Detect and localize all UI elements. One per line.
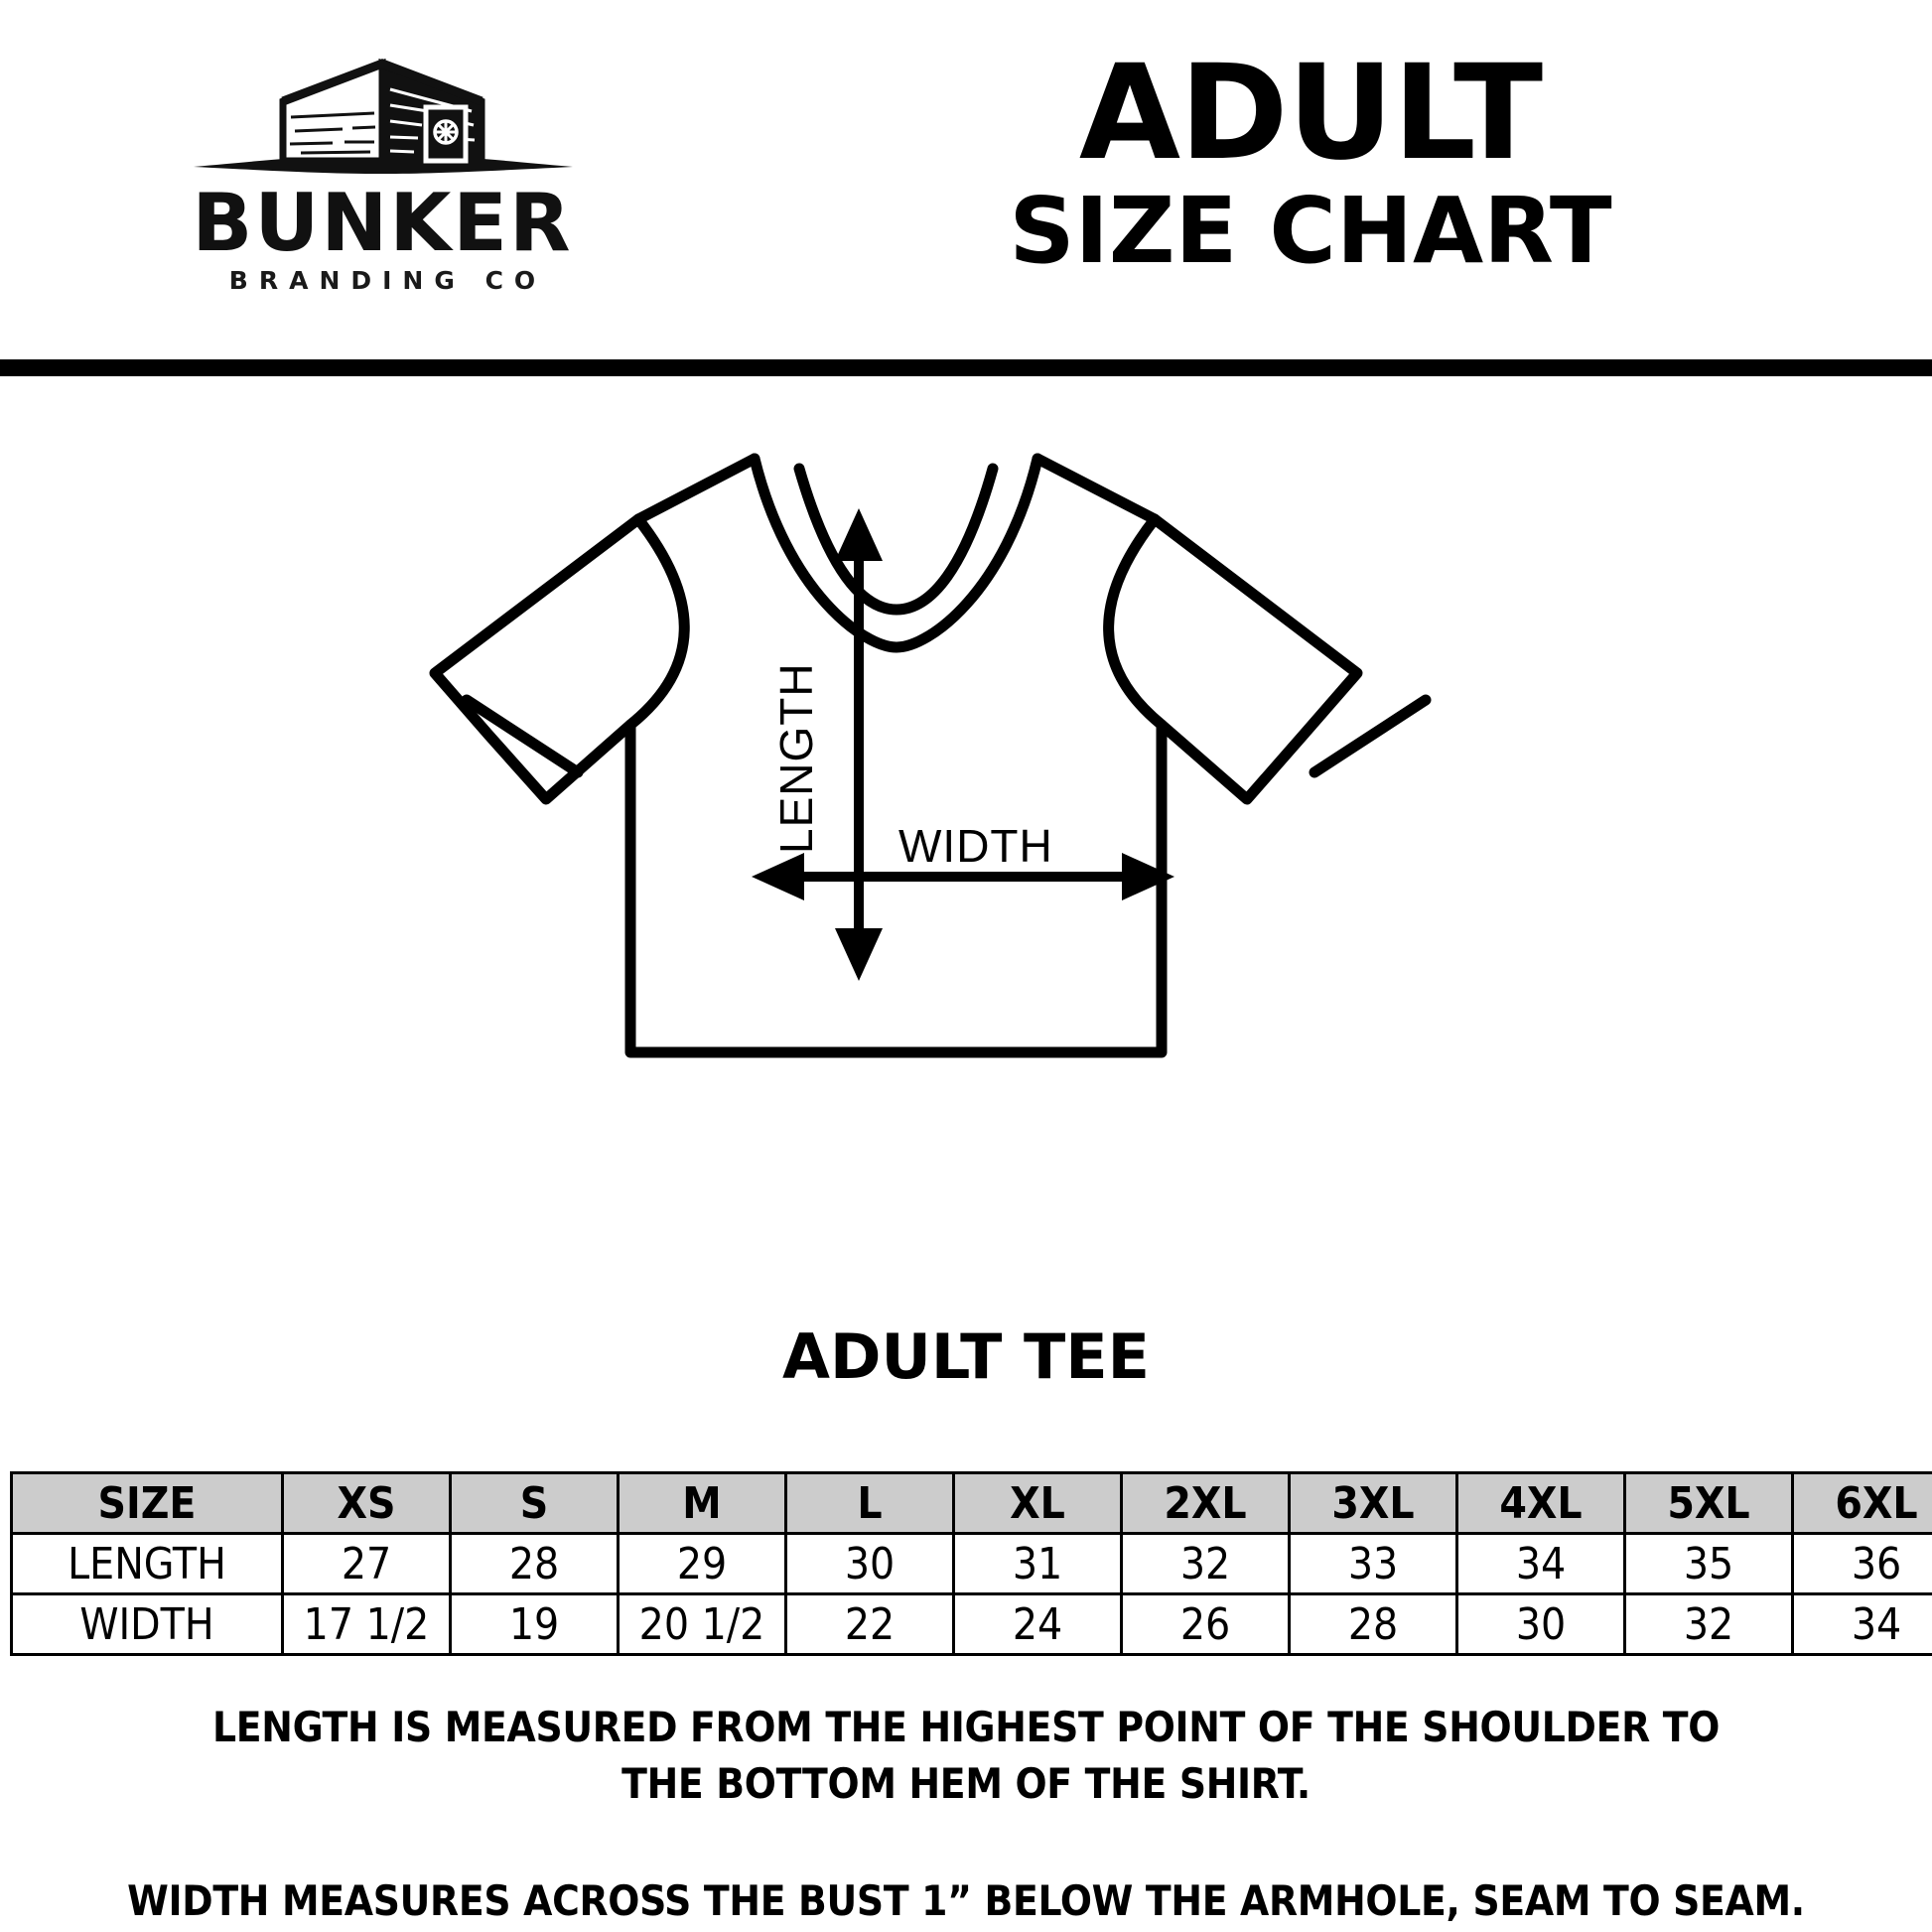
cell-length-l: 30 [784, 1532, 955, 1595]
cell-width-m: 20 1/2 [617, 1592, 787, 1656]
brand-name: BUNKER [192, 177, 573, 269]
header-cell-3xl: 3XL [1288, 1471, 1458, 1535]
title-sub: SIZE CHART [1009, 178, 1612, 284]
table-row-length: LENGTH 27 28 29 30 31 32 33 34 35 36 [10, 1532, 1932, 1595]
row-label-length: LENGTH [10, 1532, 284, 1595]
bunker-building-icon [194, 58, 573, 174]
cell-length-4xl: 34 [1455, 1532, 1626, 1595]
header-cell-5xl: 5XL [1623, 1471, 1794, 1535]
cell-length-5xl: 35 [1623, 1532, 1794, 1595]
header-cell-6xl: 6XL [1791, 1471, 1932, 1535]
table-header-row: SIZE XS S M L XL 2XL 3XL 4XL 5XL 6XL [10, 1471, 1932, 1535]
note-length-line-2: THE BOTTOM HEM OF THE SHIRT. [621, 1758, 1311, 1808]
cell-width-xs: 17 1/2 [281, 1592, 452, 1656]
header-cell-xs: XS [281, 1471, 452, 1535]
header-cell-4xl: 4XL [1455, 1471, 1626, 1535]
page-title: ADULT SIZE CHART [755, 48, 1866, 280]
cell-length-s: 28 [449, 1532, 620, 1595]
cell-width-l: 22 [784, 1592, 955, 1656]
cell-width-xl: 24 [952, 1592, 1123, 1656]
header-cell-s: S [449, 1471, 620, 1535]
cell-width-s: 19 [449, 1592, 620, 1656]
note-length-line-1: LENGTH IS MEASURED FROM THE HIGHEST POIN… [211, 1703, 1721, 1751]
size-chart-table: SIZE XS S M L XL 2XL 3XL 4XL 5XL 6XL LEN… [10, 1471, 1932, 1656]
garment-diagram: WIDTH LENGTH [0, 397, 1932, 1172]
table-row-width: WIDTH 17 1/2 19 20 1/2 22 24 26 28 30 32… [10, 1592, 1932, 1656]
note-width-line: WIDTH MEASURES ACROSS THE BUST 1” BELOW … [127, 1876, 1805, 1926]
header-cell-2xl: 2XL [1120, 1471, 1291, 1535]
page-header: BUNKER BRANDING CO ADULT SIZE CHART [0, 0, 1932, 359]
cell-length-2xl: 32 [1120, 1532, 1291, 1595]
header-cell-l: L [784, 1471, 955, 1535]
row-label-width: WIDTH [10, 1592, 284, 1656]
cell-width-6xl: 34 [1791, 1592, 1932, 1656]
brand-tagline: BRANDING CO [228, 265, 547, 295]
cell-length-3xl: 33 [1288, 1532, 1458, 1595]
header-cell-m: M [617, 1471, 787, 1535]
title-main: ADULT [1078, 37, 1543, 190]
brand-logo: BUNKER BRANDING CO [149, 40, 616, 328]
cell-width-3xl: 28 [1288, 1592, 1458, 1656]
cell-width-5xl: 32 [1623, 1592, 1794, 1656]
header-divider [0, 359, 1932, 376]
cell-length-xl: 31 [952, 1532, 1123, 1595]
note-spacer [0, 1812, 1932, 1873]
cell-length-6xl: 36 [1791, 1532, 1932, 1595]
length-label: LENGTH [770, 662, 822, 854]
garment-caption: ADULT TEE [782, 1320, 1150, 1393]
width-label: WIDTH [898, 820, 1053, 872]
cell-length-m: 29 [617, 1532, 787, 1595]
measurement-arrows [752, 508, 1174, 981]
cell-width-4xl: 30 [1455, 1592, 1626, 1656]
header-cell-xl: XL [952, 1471, 1123, 1535]
measurement-notes: LENGTH IS MEASURED FROM THE HIGHEST POIN… [0, 1700, 1932, 1930]
cell-width-2xl: 26 [1120, 1592, 1291, 1656]
cell-length-xs: 27 [281, 1532, 452, 1595]
tee-shirt-outline-icon [429, 453, 1432, 1058]
header-cell-size: SIZE [10, 1471, 284, 1535]
